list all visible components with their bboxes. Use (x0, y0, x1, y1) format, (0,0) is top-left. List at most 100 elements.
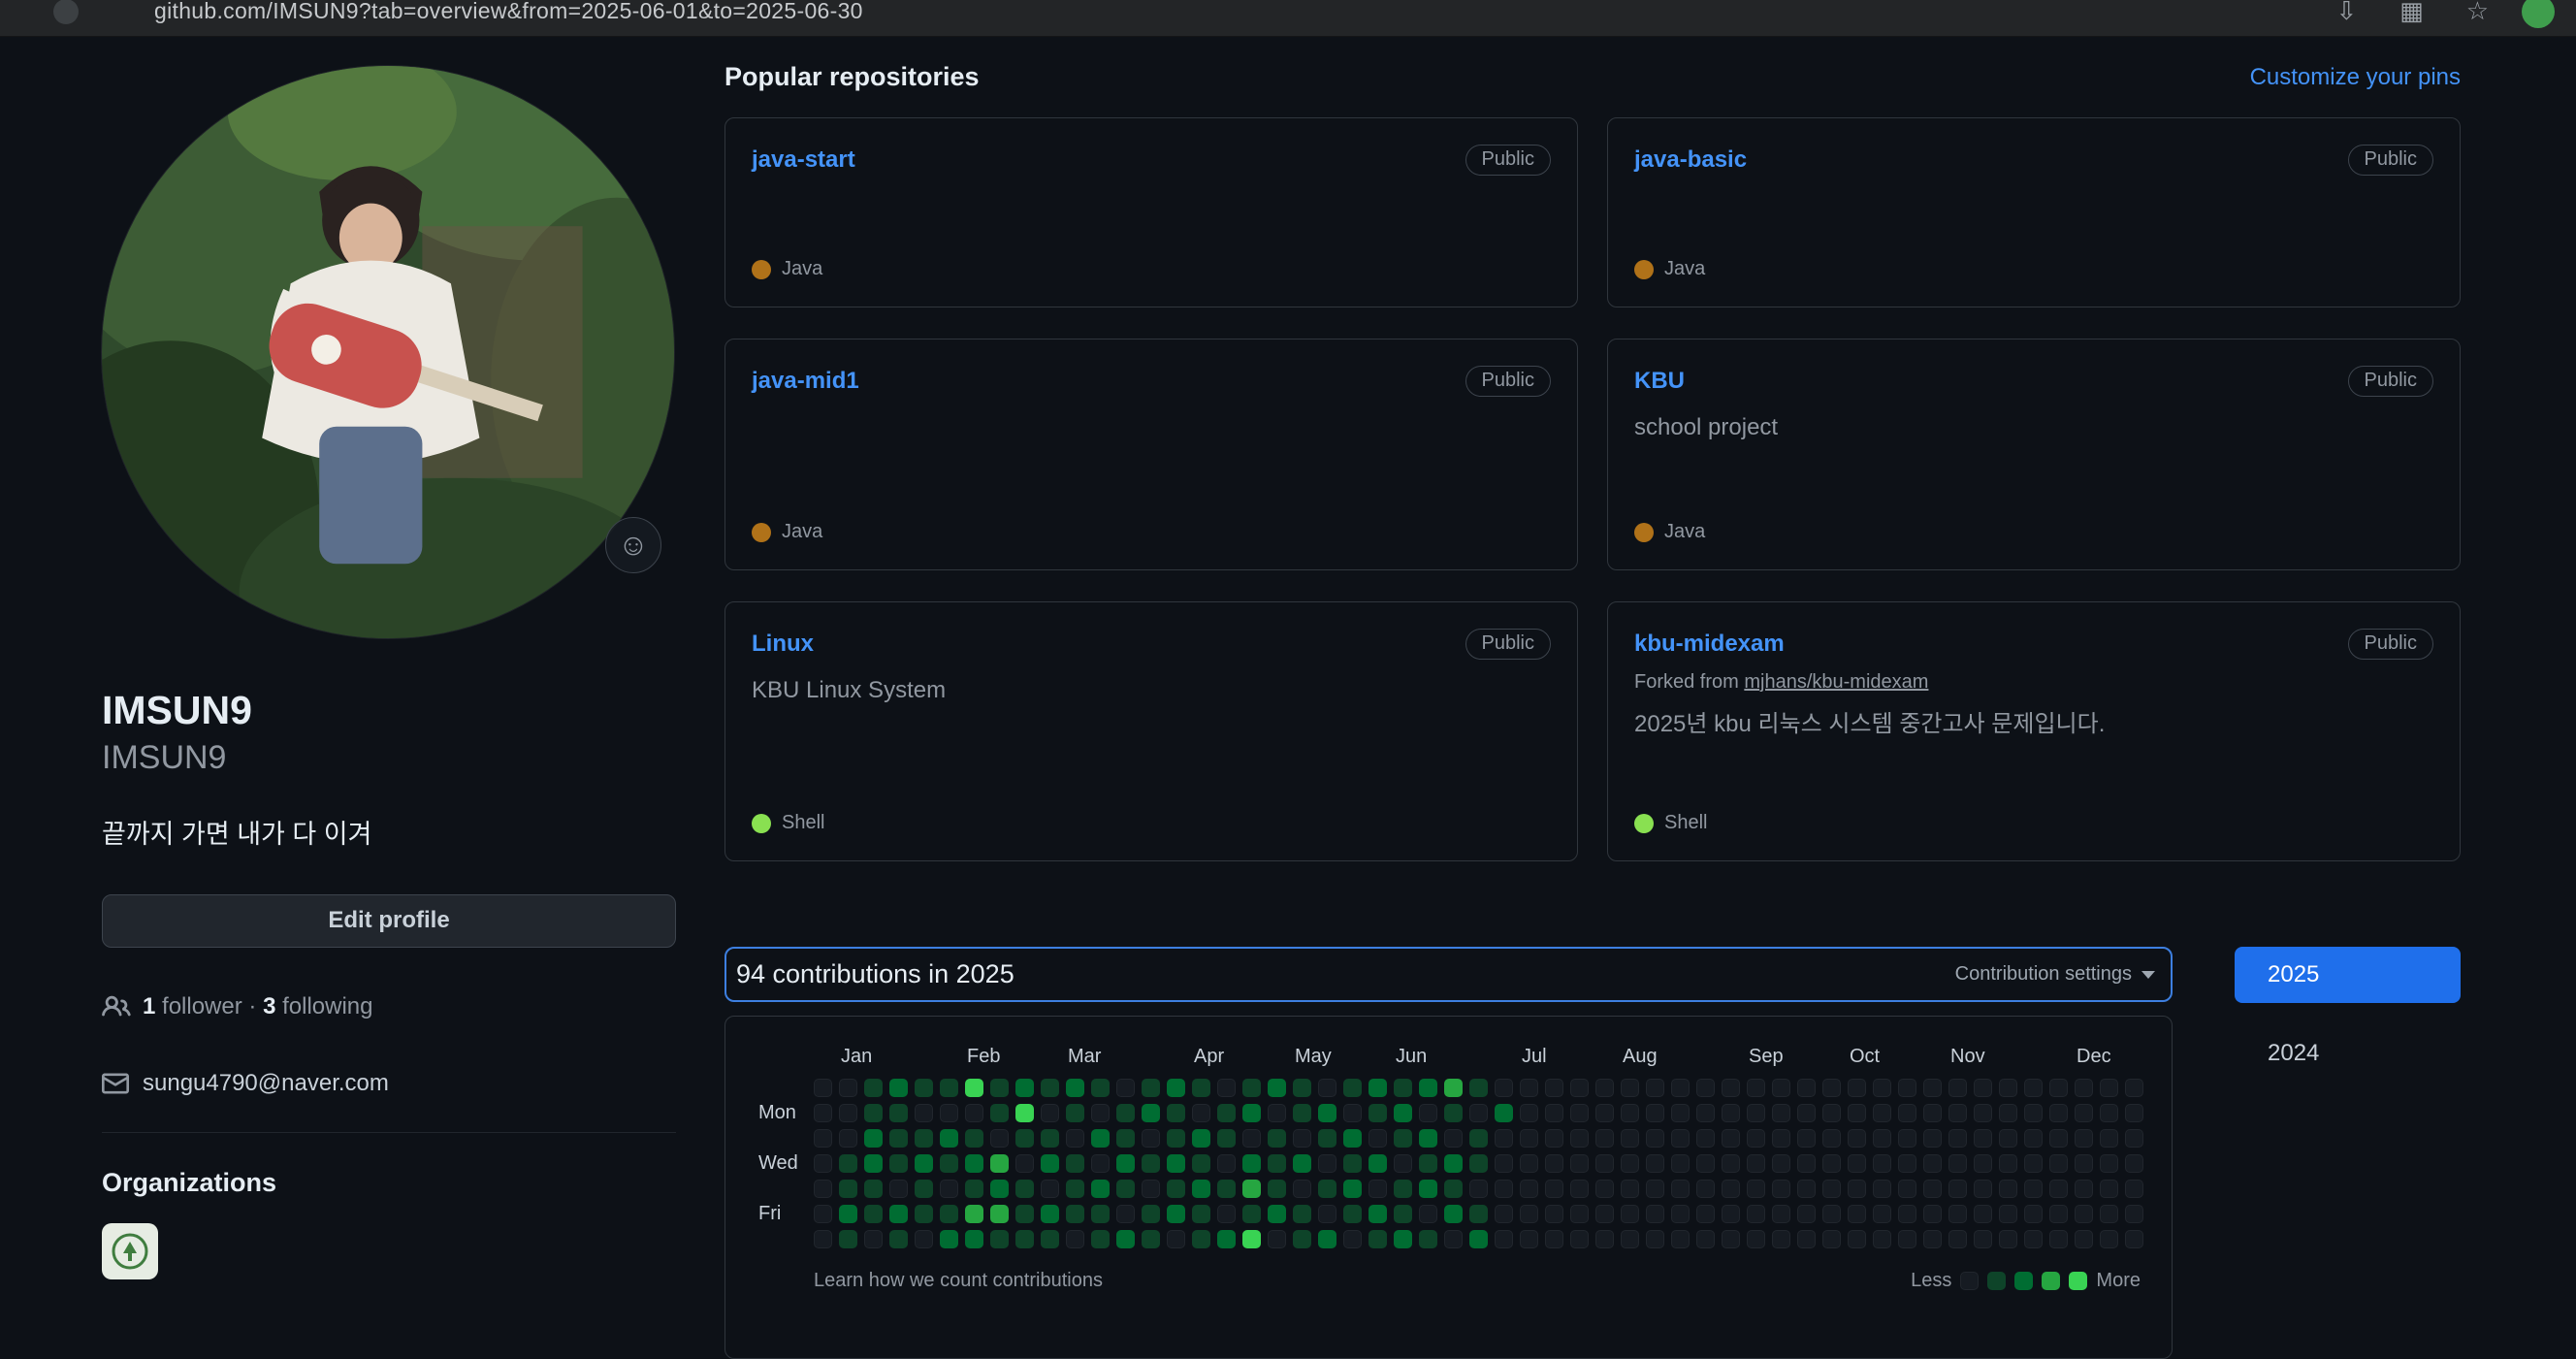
contribution-cell[interactable] (2125, 1129, 2143, 1148)
contribution-cell[interactable] (915, 1230, 933, 1248)
contribution-cell[interactable] (1923, 1079, 1942, 1097)
contribution-cell[interactable] (1368, 1079, 1387, 1097)
contribution-cell[interactable] (839, 1129, 857, 1148)
contribution-cell[interactable] (1898, 1180, 1916, 1198)
contribution-cell[interactable] (940, 1129, 958, 1148)
contribution-cell[interactable] (1394, 1079, 1412, 1097)
contribution-cell[interactable] (1722, 1104, 1740, 1122)
contribution-cell[interactable] (1015, 1154, 1034, 1173)
contribution-cell[interactable] (1343, 1104, 1362, 1122)
contribution-cell[interactable] (1696, 1205, 1715, 1223)
contribution-cell[interactable] (2075, 1180, 2093, 1198)
contribution-cell[interactable] (990, 1205, 1009, 1223)
contribution-cell[interactable] (1015, 1205, 1034, 1223)
contribution-cell[interactable] (1444, 1205, 1463, 1223)
contribution-cell[interactable] (1041, 1230, 1059, 1248)
contribution-cell[interactable] (1217, 1129, 1236, 1148)
contribution-cell[interactable] (1520, 1154, 1538, 1173)
contribution-cell[interactable] (1797, 1230, 1816, 1248)
contribution-cell[interactable] (1923, 1104, 1942, 1122)
contribution-cell[interactable] (1898, 1129, 1916, 1148)
contribution-cell[interactable] (889, 1205, 908, 1223)
contribution-cell[interactable] (1394, 1230, 1412, 1248)
contribution-cell[interactable] (1772, 1129, 1790, 1148)
fork-source-link[interactable]: mjhans/kbu-midexam (1744, 671, 1929, 693)
contribution-cell[interactable] (814, 1230, 832, 1248)
contribution-cell[interactable] (1722, 1205, 1740, 1223)
contribution-cell[interactable] (1873, 1180, 1891, 1198)
contribution-cell[interactable] (1671, 1129, 1690, 1148)
contribution-cell[interactable] (2049, 1180, 2068, 1198)
contribution-cell[interactable] (1696, 1104, 1715, 1122)
contribution-cell[interactable] (1343, 1079, 1362, 1097)
contribution-cell[interactable] (1142, 1079, 1160, 1097)
contribution-cell[interactable] (1167, 1129, 1185, 1148)
contribution-cell[interactable] (1167, 1079, 1185, 1097)
contribution-cell[interactable] (1646, 1154, 1664, 1173)
contribution-cell[interactable] (2024, 1079, 2043, 1097)
contribution-cell[interactable] (864, 1129, 883, 1148)
contribution-cell[interactable] (2100, 1104, 2118, 1122)
contribution-cell[interactable] (1495, 1104, 1513, 1122)
contribution-cell[interactable] (1469, 1154, 1488, 1173)
contribution-cell[interactable] (1015, 1079, 1034, 1097)
contribution-cell[interactable] (1621, 1180, 1639, 1198)
contribution-cell[interactable] (889, 1079, 908, 1097)
contribution-cell[interactable] (1116, 1180, 1135, 1198)
organization-avatar[interactable] (102, 1222, 158, 1279)
contribution-cell[interactable] (1898, 1154, 1916, 1173)
contribution-cell[interactable] (1444, 1104, 1463, 1122)
contribution-cell[interactable] (1142, 1129, 1160, 1148)
contribution-cell[interactable] (1974, 1180, 1992, 1198)
contribution-cell[interactable] (1545, 1180, 1563, 1198)
contribution-cell[interactable] (2075, 1079, 2093, 1097)
contribution-cell[interactable] (1848, 1129, 1866, 1148)
contribution-cell[interactable] (1646, 1230, 1664, 1248)
contribution-cell[interactable] (1015, 1104, 1034, 1122)
contribution-cell[interactable] (1722, 1154, 1740, 1173)
contribution-cell[interactable] (1091, 1230, 1110, 1248)
contribution-cell[interactable] (1066, 1079, 1084, 1097)
contribution-cell[interactable] (839, 1104, 857, 1122)
contribution-cell[interactable] (1242, 1079, 1261, 1097)
contribution-cell[interactable] (1545, 1104, 1563, 1122)
contribution-cell[interactable] (1469, 1129, 1488, 1148)
contribution-cell[interactable] (2049, 1079, 2068, 1097)
contribution-cell[interactable] (1318, 1230, 1336, 1248)
contribution-cell[interactable] (814, 1205, 832, 1223)
contribution-cell[interactable] (1116, 1079, 1135, 1097)
contribution-cell[interactable] (864, 1180, 883, 1198)
contribution-cell[interactable] (1116, 1205, 1135, 1223)
contribution-cell[interactable] (1621, 1129, 1639, 1148)
contribution-cell[interactable] (1242, 1129, 1261, 1148)
contribution-cell[interactable] (814, 1129, 832, 1148)
contribution-cell[interactable] (2125, 1180, 2143, 1198)
contribution-cell[interactable] (1646, 1205, 1664, 1223)
contribution-cell[interactable] (839, 1230, 857, 1248)
contribution-cell[interactable] (1242, 1104, 1261, 1122)
contribution-cell[interactable] (1948, 1129, 1967, 1148)
contribution-cell[interactable] (1520, 1180, 1538, 1198)
contribution-cell[interactable] (1217, 1205, 1236, 1223)
contribution-cell[interactable] (1797, 1180, 1816, 1198)
contribution-cell[interactable] (1898, 1079, 1916, 1097)
contribution-cell[interactable] (1293, 1104, 1311, 1122)
contribution-cell[interactable] (1545, 1129, 1563, 1148)
contribution-cell[interactable] (1772, 1154, 1790, 1173)
contribution-cell[interactable] (1671, 1154, 1690, 1173)
contribution-cell[interactable] (889, 1180, 908, 1198)
contribution-cell[interactable] (990, 1230, 1009, 1248)
contribution-cell[interactable] (1293, 1129, 1311, 1148)
contribution-cell[interactable] (1192, 1154, 1210, 1173)
contribution-cell[interactable] (1822, 1079, 1841, 1097)
contribution-cell[interactable] (1116, 1230, 1135, 1248)
contribution-cell[interactable] (1595, 1079, 1614, 1097)
email-row[interactable]: sungu4790@naver.com (102, 1070, 676, 1097)
contribution-cell[interactable] (839, 1154, 857, 1173)
contribution-cell[interactable] (1570, 1230, 1589, 1248)
contribution-cell[interactable] (1343, 1154, 1362, 1173)
contribution-cell[interactable] (1974, 1079, 1992, 1097)
contribution-cell[interactable] (1419, 1104, 1437, 1122)
contribution-cell[interactable] (2024, 1205, 2043, 1223)
contribution-cell[interactable] (1747, 1180, 1765, 1198)
